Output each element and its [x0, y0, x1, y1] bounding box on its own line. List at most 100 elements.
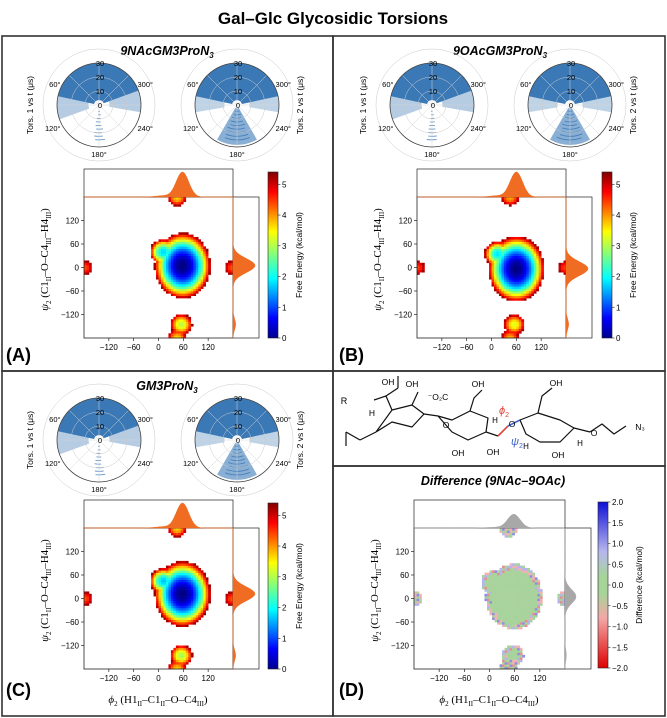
panel-a: 9NAcGM3ProN30102030180°60°120°300°240°To…	[6, 44, 305, 365]
marginal-top-frame	[83, 499, 234, 529]
x-tick-label: 0	[487, 674, 492, 683]
polar-frame	[527, 62, 613, 148]
panel-title: 9NAcGM3ProN3	[120, 44, 214, 60]
y-axis-label: ψ2 (C1II–O–C4III–H4III)	[372, 208, 386, 311]
structure-atom-label: OH	[552, 450, 565, 460]
x-tick-label: −60	[127, 674, 141, 683]
colorbar-tick-label: 4	[282, 211, 287, 220]
polar-frame	[56, 62, 142, 148]
colorbar-tick-label: 3	[616, 242, 621, 251]
colorbar-tick-label: −1.5	[612, 643, 628, 652]
colorbar-tick-label: 5	[616, 180, 621, 189]
polar-angle-label: 180°	[229, 485, 245, 494]
marginal-histogram-phi	[84, 171, 233, 198]
polar-radial-tick: 10	[567, 87, 575, 96]
y-tick-label: −120	[394, 311, 413, 320]
y-tick-label: 120	[66, 548, 80, 557]
x-axis-label: ϕ2 (H1II–C1II–O–C4III)	[439, 694, 539, 708]
structure-atom-label: N₃	[635, 422, 645, 432]
colorbar-tick-label: 3	[282, 573, 287, 582]
colorbar-tick-label: 0.5	[612, 560, 624, 569]
panel-b: 9OAcGM3ProN30102030180°60°120°300°240°To…	[339, 44, 638, 365]
x-tick-label: −120	[100, 674, 119, 683]
psi-torsion-label: ψ2	[511, 436, 523, 450]
x-tick-label: 0	[156, 343, 161, 352]
colorbar-tick-label: 2	[616, 273, 621, 282]
marginal-histogram-phi	[84, 502, 233, 529]
polar-angle-label: 180°	[91, 485, 107, 494]
colorbar-tick-label: 2	[282, 604, 287, 613]
y-tick-label: −120	[61, 642, 80, 651]
polar-plot-tors2: 0 10 20 30 180° 60° 120° 300° 240° Tors. 2 vs t (…	[180, 383, 305, 497]
panel-title: GM3ProN3	[136, 379, 198, 395]
y-tick-label: −60	[395, 618, 409, 627]
colorbar-label: Free Energy (kcal/mol)	[294, 212, 304, 298]
marginal-histogram-phi	[414, 513, 565, 529]
x-tick-label: 120	[535, 343, 549, 352]
x-tick-label: 0	[489, 343, 494, 352]
y-axis-label: ψ2 (C1II–O–C4III–H4III)	[369, 539, 383, 642]
colorbar-tick-label: 2.0	[612, 498, 624, 507]
colorbar-tick-label: 1	[282, 634, 287, 643]
polar-radial-tick: 0	[569, 101, 573, 110]
y-tick-label: 0	[408, 264, 413, 273]
polar-angle-label: 120°	[183, 124, 199, 133]
heatmap-cells	[417, 197, 567, 339]
x-tick-label: 60	[179, 343, 188, 352]
polar-plot-tors1: 0 10 20 30 180° 60° 120° 300° 240° Tors. 1 vs t (…	[25, 383, 156, 497]
colorbar-tick-label: 2	[282, 273, 287, 282]
polar-density	[56, 62, 142, 141]
polar-angle-label: 180°	[229, 150, 245, 159]
panel-title: 9OAcGM3ProN3	[453, 44, 548, 60]
y-axis-label: ψ2 (C1II–O–C4III–H4III)	[39, 208, 53, 311]
y-tick-label: −60	[65, 287, 79, 296]
polar-frame	[194, 62, 280, 148]
free-energy-map: −120 −60 0 60 120 120 60 0 −60 −120 ψ2 (C1II–O–C4I…	[369, 499, 592, 683]
colorbar-tick-label: −1.0	[612, 623, 628, 632]
x-tick-label: −120	[433, 343, 452, 352]
y-tick-label: 0	[75, 264, 80, 273]
y-tick-label: −60	[65, 618, 79, 627]
y-tick-label: 120	[396, 548, 410, 557]
y-tick-label: 0	[405, 595, 410, 604]
x-tick-label: 120	[202, 343, 216, 352]
polar-angle-label: 300°	[609, 80, 625, 89]
polar-radial-tick: 30	[96, 394, 104, 403]
polar-radial-tick: 10	[96, 422, 104, 431]
heatmap-cells	[414, 528, 566, 670]
polar-angle-label: 60°	[382, 80, 393, 89]
x-tick-label: −120	[100, 343, 119, 352]
polar-density	[389, 62, 475, 141]
polar-angle-label: 120°	[378, 124, 394, 133]
marginal-histogram-psi	[565, 197, 589, 339]
polar-plot-tors1: 0 10 20 30 180° 60° 120° 300° 240° Tors. 1 vs t (…	[358, 48, 489, 162]
y-axis-label: ψ2 (C1II–O–C4III–H4III)	[39, 539, 53, 642]
marginal-top-frame	[413, 499, 566, 529]
structure-atom-label: O	[591, 428, 598, 438]
polar-angle-label: 120°	[45, 459, 61, 468]
structure-atom-label: O	[443, 420, 450, 430]
heatmap-cells	[84, 197, 234, 339]
marginal-histogram-psi	[232, 528, 256, 670]
polar-radial-tick: 30	[429, 59, 437, 68]
polar-radial-tick: 20	[234, 408, 242, 417]
polar-radial-tick: 0	[431, 101, 435, 110]
structure-atom-label: ⁻O₂C	[428, 392, 449, 402]
polar-ylabel-tors1: Tors. 1 vs t (μs)	[358, 76, 368, 134]
polar-radial-tick: 10	[96, 87, 104, 96]
polar-angle-label: 300°	[276, 415, 292, 424]
colorbar-tick-label: −0.5	[612, 602, 628, 611]
marginal-top-frame	[416, 168, 567, 198]
x-tick-label: 120	[533, 674, 547, 683]
free-energy-colorbar: 0 1 2 3 4 5 Free Energy (kcal/mol)	[601, 171, 638, 343]
panel-title: Difference (9NAc–9OAc)	[421, 474, 565, 488]
y-tick-label: 120	[66, 217, 80, 226]
polar-ylabel-tors1: Tors. 1 vs t (μs)	[25, 76, 35, 134]
y-tick-label: 60	[403, 240, 412, 249]
polar-radial-tick: 10	[234, 422, 242, 431]
polar-radial-tick: 30	[234, 394, 242, 403]
y-tick-label: −120	[61, 311, 80, 320]
polar-plot-tors1: 0 10 20 30 180° 60° 120° 300° 240° Tors. 1 vs t (…	[25, 48, 156, 162]
panel-d: Difference (9NAc–9OAc) −120 −60 0 60 120 120 60…	[339, 474, 644, 708]
